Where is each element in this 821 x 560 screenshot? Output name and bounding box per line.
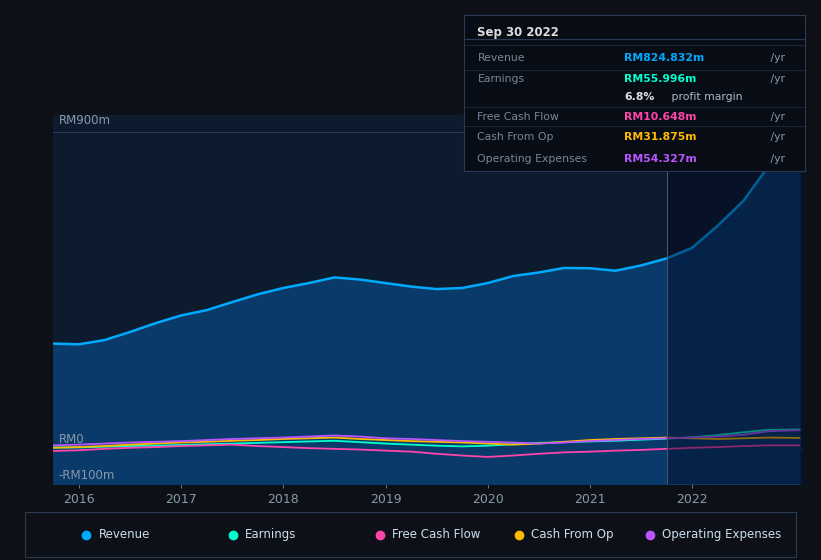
Text: Earnings: Earnings: [478, 74, 525, 84]
Text: -RM100m: -RM100m: [58, 469, 115, 482]
Bar: [667, 115, 805, 484]
Text: RM824.832m: RM824.832m: [624, 53, 704, 63]
Text: Cash From Op: Cash From Op: [531, 528, 613, 542]
Text: Cash From Op: Cash From Op: [478, 132, 554, 142]
Text: /yr: /yr: [767, 53, 785, 63]
Text: Sep 30 2022: Sep 30 2022: [478, 26, 559, 39]
Text: Free Cash Flow: Free Cash Flow: [478, 112, 559, 122]
Text: RM54.327m: RM54.327m: [624, 154, 697, 164]
Text: /yr: /yr: [767, 154, 785, 164]
Text: RM900m: RM900m: [58, 114, 111, 127]
Text: Operating Expenses: Operating Expenses: [478, 154, 588, 164]
Text: profit margin: profit margin: [668, 92, 743, 102]
Text: Free Cash Flow: Free Cash Flow: [392, 528, 480, 542]
Text: RM10.648m: RM10.648m: [624, 112, 696, 122]
Text: 6.8%: 6.8%: [624, 92, 654, 102]
Text: /yr: /yr: [767, 132, 785, 142]
Text: Earnings: Earnings: [245, 528, 296, 542]
Text: Operating Expenses: Operating Expenses: [662, 528, 782, 542]
Text: RM55.996m: RM55.996m: [624, 74, 696, 84]
Text: RM0: RM0: [58, 433, 84, 446]
Text: /yr: /yr: [767, 74, 785, 84]
Text: RM31.875m: RM31.875m: [624, 132, 696, 142]
Text: /yr: /yr: [767, 112, 785, 122]
Text: Revenue: Revenue: [478, 53, 525, 63]
Text: Revenue: Revenue: [99, 528, 150, 542]
